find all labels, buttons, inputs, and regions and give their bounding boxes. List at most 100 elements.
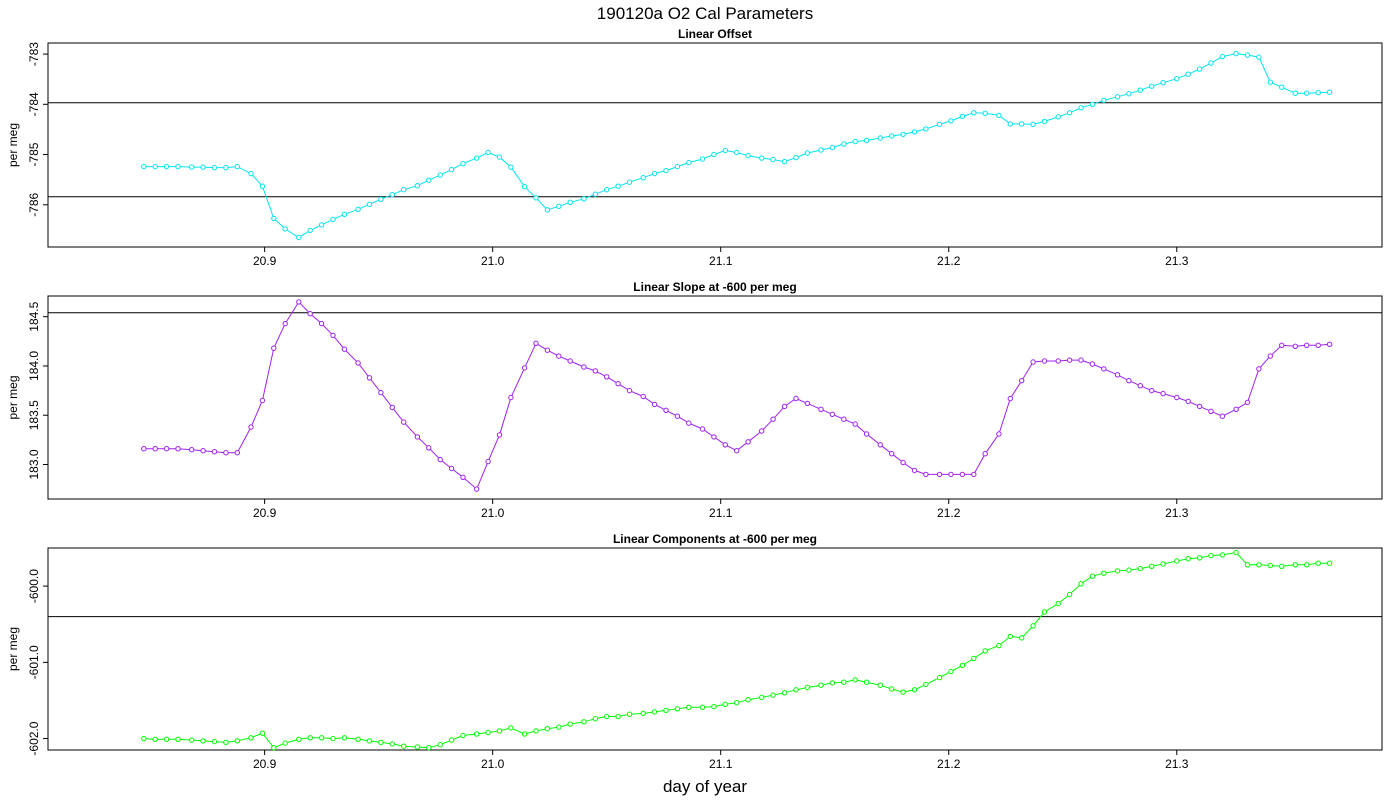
data-point bbox=[1101, 570, 1107, 576]
data-point bbox=[448, 465, 455, 472]
data-point bbox=[355, 206, 361, 213]
data-point bbox=[1233, 549, 1239, 556]
data-point bbox=[223, 739, 229, 746]
data-point bbox=[508, 394, 514, 401]
data-point bbox=[1256, 366, 1262, 372]
data-point bbox=[781, 690, 788, 696]
data-point bbox=[1149, 387, 1155, 394]
data-point bbox=[804, 684, 811, 691]
data-point bbox=[141, 163, 147, 170]
data-point bbox=[460, 474, 466, 480]
data-point bbox=[474, 486, 480, 492]
data-point bbox=[863, 679, 870, 685]
data-point bbox=[152, 736, 158, 742]
data-point bbox=[1219, 552, 1226, 558]
data-point bbox=[296, 736, 302, 742]
data-point bbox=[1126, 378, 1132, 384]
data-point bbox=[1066, 110, 1073, 116]
data-point bbox=[1244, 399, 1251, 406]
data-point bbox=[508, 164, 514, 170]
data-point bbox=[389, 404, 395, 411]
data-point bbox=[971, 655, 977, 662]
data-point bbox=[1007, 121, 1013, 127]
data-point bbox=[1292, 90, 1299, 96]
chart-panel-3: Linear Components at -600 per meg per meg… bbox=[6, 532, 1383, 771]
data-point bbox=[485, 149, 491, 156]
data-point bbox=[474, 155, 480, 161]
x-tick-label: 21.2 bbox=[937, 506, 961, 520]
data-point bbox=[496, 154, 503, 160]
data-point bbox=[189, 737, 195, 743]
data-point bbox=[1114, 568, 1121, 574]
y-axis-label: per meg bbox=[6, 627, 20, 671]
data-point bbox=[923, 681, 929, 688]
data-point bbox=[521, 184, 528, 190]
data-point bbox=[175, 446, 181, 452]
data-point bbox=[1279, 563, 1285, 569]
data-point bbox=[959, 662, 966, 669]
data-point bbox=[189, 447, 195, 453]
data-point bbox=[877, 442, 883, 448]
x-tick-label: 20.9 bbox=[253, 757, 277, 771]
data-point bbox=[651, 709, 658, 715]
data-point bbox=[1256, 562, 1262, 568]
data-point bbox=[307, 735, 313, 741]
data-point bbox=[674, 706, 681, 712]
x-tick-label: 21.2 bbox=[937, 254, 961, 268]
data-point bbox=[996, 642, 1002, 649]
chart-panel-2: Linear Slope at -600 per meg per meg 20.9 2… bbox=[6, 280, 1383, 520]
y-tick-label: -786 bbox=[27, 192, 41, 216]
data-point bbox=[1185, 556, 1191, 562]
data-point bbox=[366, 201, 373, 208]
data-point bbox=[1208, 408, 1214, 414]
data-point bbox=[793, 154, 799, 161]
data-point bbox=[1030, 121, 1036, 128]
data-point bbox=[889, 686, 895, 692]
data-point bbox=[770, 692, 776, 698]
data-point bbox=[971, 110, 977, 116]
data-point bbox=[1019, 635, 1025, 641]
data-point bbox=[1089, 361, 1096, 367]
data-point bbox=[378, 739, 384, 746]
data-point bbox=[189, 164, 195, 170]
data-point bbox=[615, 713, 621, 720]
data-point bbox=[1208, 60, 1214, 66]
data-point bbox=[1196, 403, 1203, 410]
data-point bbox=[1292, 343, 1299, 349]
data-point bbox=[200, 448, 206, 454]
data-point bbox=[1185, 71, 1191, 77]
data-point bbox=[948, 118, 954, 124]
data-point bbox=[318, 735, 325, 741]
panel-title: Linear Offset bbox=[678, 27, 752, 41]
data-point bbox=[355, 736, 361, 742]
data-point bbox=[722, 701, 728, 707]
data-point bbox=[271, 745, 277, 751]
x-tick-label: 21.3 bbox=[1165, 506, 1189, 520]
data-point bbox=[1137, 383, 1144, 389]
data-point bbox=[544, 347, 551, 353]
data-point bbox=[1160, 561, 1166, 567]
data-point bbox=[626, 179, 633, 185]
data-point bbox=[366, 375, 373, 381]
data-point bbox=[863, 137, 870, 144]
data-point bbox=[1279, 84, 1285, 90]
data-point bbox=[818, 147, 824, 153]
data-point bbox=[581, 364, 587, 370]
data-point bbox=[900, 689, 906, 695]
data-point bbox=[485, 729, 491, 736]
data-point bbox=[1007, 633, 1013, 640]
data-point bbox=[592, 368, 598, 374]
data-point bbox=[745, 152, 751, 159]
data-point bbox=[948, 471, 954, 478]
data-point bbox=[1055, 358, 1061, 364]
data-point bbox=[711, 151, 717, 158]
data-point bbox=[533, 340, 539, 346]
data-point bbox=[829, 144, 836, 151]
data-point bbox=[948, 668, 954, 675]
y-axis-label: per meg bbox=[6, 375, 20, 419]
x-tick-label: 21.3 bbox=[1165, 254, 1189, 268]
y-tick-label: 183.0 bbox=[27, 449, 41, 479]
data-point bbox=[1326, 89, 1333, 95]
data-point bbox=[175, 163, 181, 170]
data-point bbox=[877, 135, 883, 141]
